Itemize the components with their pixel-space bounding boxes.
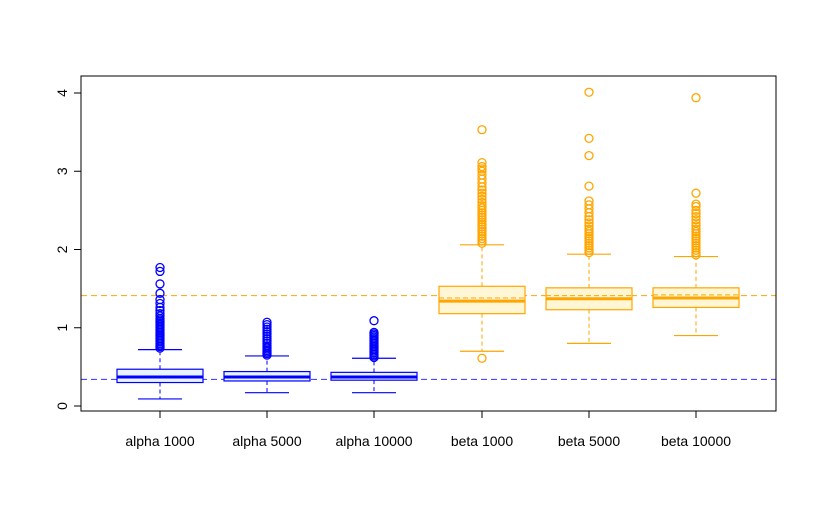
- outlier-point: [691, 199, 701, 209]
- outlier-point: [584, 150, 594, 161]
- outlier-point: [477, 125, 487, 135]
- y-axis: 0 1 2 3 4: [54, 89, 81, 410]
- outlier-point: [155, 305, 165, 316]
- outlier-point: [691, 221, 701, 231]
- box-layer: [116, 87, 740, 400]
- outlier-point: [477, 188, 487, 198]
- outlier-point: [584, 181, 594, 191]
- outlier-point: [691, 218, 701, 228]
- y-tick-label: 4: [54, 89, 70, 97]
- outliers: [584, 87, 594, 258]
- outlier-point: [584, 196, 594, 206]
- box-1: [116, 262, 204, 400]
- outlier-point: [477, 185, 487, 195]
- outlier-point: [477, 157, 487, 168]
- outlier-point: [477, 191, 487, 201]
- outliers: [369, 316, 379, 363]
- outlier-point: [155, 309, 165, 319]
- box-3: [330, 316, 418, 394]
- y-tick-label: 0: [54, 402, 70, 410]
- outlier-point: [691, 205, 701, 216]
- box-4: [438, 125, 526, 363]
- outlier-point: [691, 224, 701, 234]
- outliers: [155, 262, 165, 353]
- outlier-point: [155, 279, 165, 289]
- outlier-point: [691, 188, 701, 198]
- outlier-point: [691, 211, 701, 222]
- x-tick-label: beta 10000: [661, 433, 731, 449]
- outlier-point: [584, 133, 594, 144]
- outlier-point: [155, 266, 165, 277]
- outlier-point: [691, 215, 701, 225]
- outlier-point: [477, 201, 487, 211]
- x-axis: alpha 1000 alpha 5000 alpha 10000 beta 1000…: [125, 411, 731, 449]
- outlier-point: [477, 197, 487, 208]
- x-tick-label: beta 1000: [451, 433, 513, 449]
- box-5: [545, 87, 633, 344]
- outlier-point: [584, 221, 594, 231]
- outlier-point: [155, 288, 165, 298]
- outlier-point: [369, 327, 379, 338]
- outlier-point: [155, 294, 165, 305]
- outlier-point: [691, 208, 701, 219]
- outlier-point: [262, 317, 272, 327]
- y-tick-label: 3: [54, 167, 70, 175]
- box-2: [223, 317, 311, 394]
- outliers: [262, 317, 272, 360]
- outlier-point: [584, 87, 594, 97]
- outlier-point: [584, 200, 594, 210]
- x-tick-label: alpha 10000: [335, 433, 412, 449]
- outliers: [691, 93, 701, 260]
- outlier-point: [691, 93, 701, 103]
- outlier-point: [584, 224, 594, 234]
- reference-lines: [81, 295, 776, 380]
- x-tick-label: alpha 5000: [232, 433, 302, 449]
- outlier-point: [584, 215, 594, 225]
- x-tick-label: alpha 1000: [125, 433, 195, 449]
- outlier-point: [369, 316, 379, 326]
- outlier-point: [477, 194, 487, 205]
- outlier-point: [477, 353, 487, 363]
- outlier-point: [584, 218, 594, 228]
- plot-frame: [80, 75, 777, 412]
- y-tick-label: 2: [54, 245, 70, 253]
- outlier-point: [155, 298, 165, 309]
- box-6: [652, 93, 740, 337]
- outlier-point: [477, 161, 487, 172]
- x-tick-label: beta 5000: [558, 433, 620, 449]
- outlier-point: [155, 262, 165, 273]
- outliers: [477, 125, 487, 363]
- y-tick-label: 1: [54, 324, 70, 332]
